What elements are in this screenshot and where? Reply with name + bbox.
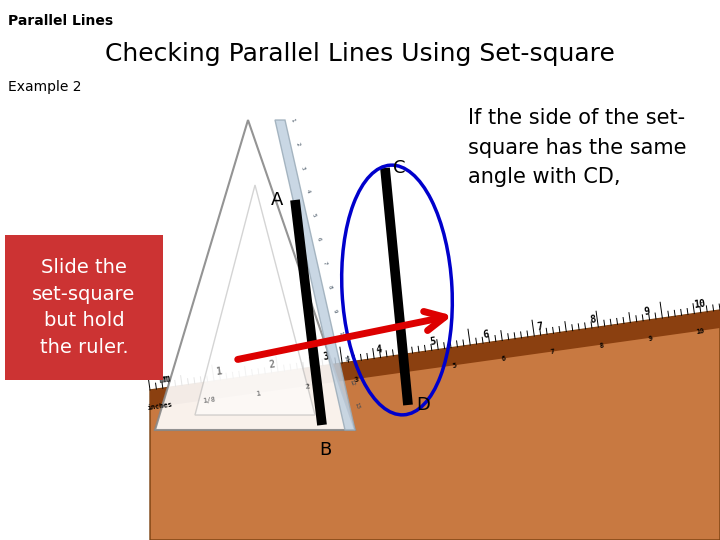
Text: 3: 3 <box>354 376 359 383</box>
Text: 8: 8 <box>327 285 333 289</box>
Polygon shape <box>275 120 355 430</box>
Polygon shape <box>150 310 720 408</box>
Text: D: D <box>416 396 430 414</box>
FancyBboxPatch shape <box>5 235 163 380</box>
Text: 1/8: 1/8 <box>202 396 216 404</box>
Text: 4: 4 <box>375 344 382 355</box>
Text: 12: 12 <box>348 378 356 387</box>
Text: inches: inches <box>147 401 173 410</box>
Text: Checking Parallel Lines Using Set-square: Checking Parallel Lines Using Set-square <box>105 42 615 66</box>
Text: 1: 1 <box>215 367 222 377</box>
Text: 9: 9 <box>649 335 654 342</box>
Text: 5: 5 <box>429 336 436 347</box>
Text: 5: 5 <box>310 213 316 218</box>
Text: 1: 1 <box>289 118 295 123</box>
Text: Parallel Lines: Parallel Lines <box>8 14 113 28</box>
Text: 13: 13 <box>354 402 361 410</box>
Text: 8: 8 <box>590 314 597 325</box>
Text: 3: 3 <box>322 352 329 362</box>
Text: 4: 4 <box>403 369 408 376</box>
Text: 10: 10 <box>338 330 345 339</box>
Text: 6: 6 <box>316 237 322 242</box>
Text: 10: 10 <box>693 298 706 310</box>
Text: mm: mm <box>158 373 171 385</box>
Text: 3: 3 <box>300 165 306 170</box>
Text: A: A <box>271 191 283 209</box>
Text: B: B <box>319 441 331 459</box>
Text: Slide the
set-square
but hold
the ruler.: Slide the set-square but hold the ruler. <box>32 258 135 357</box>
Text: 7: 7 <box>536 322 543 332</box>
Text: 7: 7 <box>550 349 555 355</box>
Text: 10: 10 <box>696 328 705 335</box>
Text: 11: 11 <box>343 354 350 362</box>
Text: 2: 2 <box>269 359 276 370</box>
Polygon shape <box>150 310 720 540</box>
Text: 4: 4 <box>305 189 311 194</box>
Text: 1: 1 <box>256 390 261 397</box>
Text: 7: 7 <box>321 261 327 266</box>
Text: C: C <box>393 159 405 177</box>
Text: 6: 6 <box>501 356 506 362</box>
Polygon shape <box>195 185 315 415</box>
Text: 8: 8 <box>599 342 604 349</box>
Polygon shape <box>155 120 355 430</box>
Text: 9: 9 <box>643 307 650 318</box>
Text: 9: 9 <box>332 308 338 313</box>
Text: 2: 2 <box>305 383 310 390</box>
Text: 6: 6 <box>482 329 490 340</box>
Text: If the side of the set-
square has the same
angle with CD,: If the side of the set- square has the s… <box>468 108 686 187</box>
Text: 5: 5 <box>452 363 457 369</box>
Text: Example 2: Example 2 <box>8 80 81 94</box>
Text: 2: 2 <box>294 141 300 146</box>
